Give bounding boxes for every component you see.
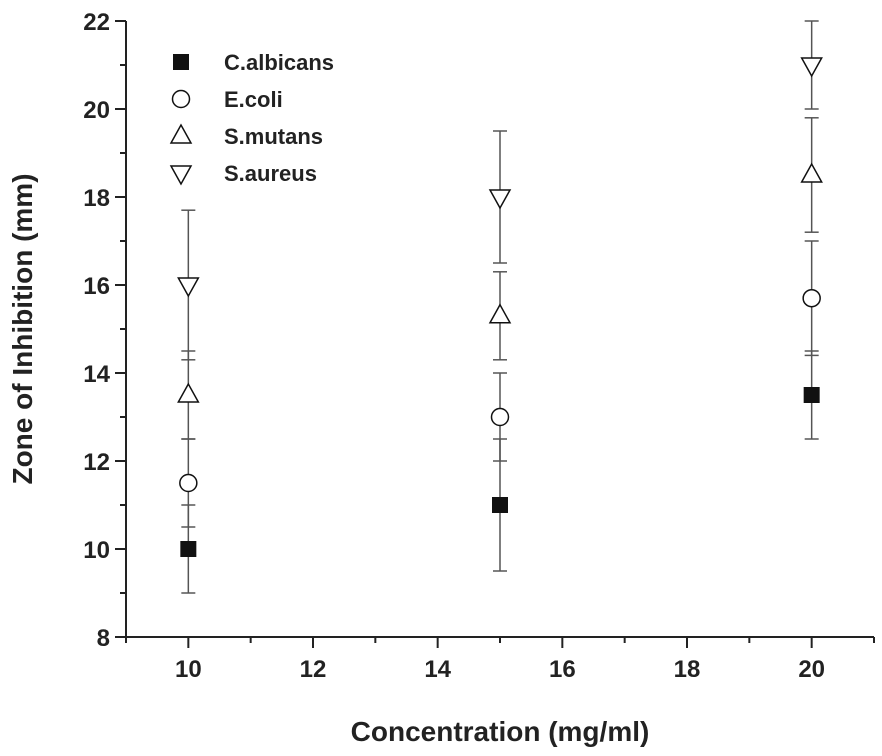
axes: 8 10 12 14 16 18 20 22 10 12 14 16 18 20 [83, 9, 875, 683]
legend-marker [169, 123, 193, 144]
data-point-s-mutans [177, 382, 200, 403]
y-axis-title: Zone of Inhibition (mm) [7, 173, 38, 484]
data-point-e-coli [490, 407, 510, 427]
legend-label: S.mutans [224, 124, 323, 149]
x-tick-label: 14 [424, 656, 451, 683]
data-point-s-aureus [800, 57, 823, 78]
legend-marker [169, 165, 193, 186]
data-point-e-coli [179, 473, 198, 493]
y-tick-label: 22 [83, 9, 110, 36]
x-tick-label: 16 [549, 656, 576, 683]
legend-label: E.coli [224, 87, 283, 112]
data-point-s-aureus [488, 189, 512, 210]
legend-marker [171, 89, 191, 109]
y-tick-label: 14 [83, 361, 110, 388]
x-tick-label: 20 [798, 656, 825, 683]
data-point-s-mutans [488, 303, 512, 324]
legend-label: S.aureus [224, 161, 317, 186]
data-point-c-albicans [492, 497, 508, 513]
data-point-s-mutans [800, 162, 823, 183]
legend-label: C.albicans [224, 50, 334, 75]
data-point-e-coli [802, 288, 821, 308]
legend-marker [173, 54, 189, 70]
y-tick-label: 18 [83, 185, 110, 212]
y-tick-label: 20 [83, 97, 110, 124]
x-tick-label: 12 [300, 656, 327, 683]
data-point-c-albicans [803, 387, 820, 403]
data-markers [177, 57, 823, 557]
legend: C.albicans E.coli S.mutans S.aureus [169, 50, 334, 186]
y-tick-label: 10 [83, 537, 110, 564]
x-tick-label: 10 [175, 656, 202, 683]
data-point-c-albicans [180, 541, 197, 557]
data-point-s-aureus [177, 277, 200, 298]
x-tick-label: 18 [674, 656, 701, 683]
y-tick-label: 16 [83, 273, 110, 300]
x-axis-title: Concentration (mg/ml) [351, 716, 650, 747]
y-tick-label: 8 [97, 625, 110, 652]
y-tick-label: 12 [83, 449, 110, 476]
